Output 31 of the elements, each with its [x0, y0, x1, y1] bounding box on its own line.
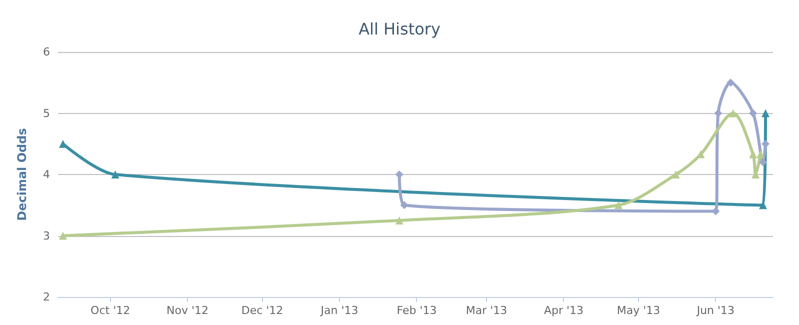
point [726, 78, 735, 87]
point [729, 109, 738, 118]
y-tick-label: 3 [43, 229, 50, 242]
x-tick-label: May '13 [616, 304, 660, 317]
x-tick-label: Jan '13 [320, 304, 358, 317]
point [614, 201, 623, 210]
x-tick-label: Mar '13 [466, 304, 508, 317]
y-tick-label: 4 [43, 168, 50, 181]
point [58, 140, 67, 148]
x-tick-label: Dec '12 [241, 304, 284, 317]
y-axis-title: Decimal Odds [15, 128, 29, 221]
point [762, 140, 770, 148]
point [762, 109, 770, 118]
y-tick-label: 5 [43, 106, 50, 120]
point [756, 150, 765, 158]
x-tick-label: Oct '12 [90, 304, 130, 317]
point [672, 170, 680, 178]
point [759, 201, 768, 210]
point [749, 109, 758, 118]
point [111, 170, 120, 178]
point [395, 170, 404, 178]
x-tick-label: Feb '13 [396, 304, 437, 317]
y-tick-label: 6 [43, 46, 50, 58]
x-tick-label: Jun '13 [696, 304, 735, 317]
chart-title: All History [358, 20, 440, 38]
point [395, 216, 404, 224]
x-tick-label: Apr '13 [544, 304, 584, 317]
y-tick-label: 2 [43, 290, 50, 304]
x-tick-label: Nov '12 [166, 304, 209, 317]
point [58, 232, 67, 240]
point [749, 150, 758, 158]
